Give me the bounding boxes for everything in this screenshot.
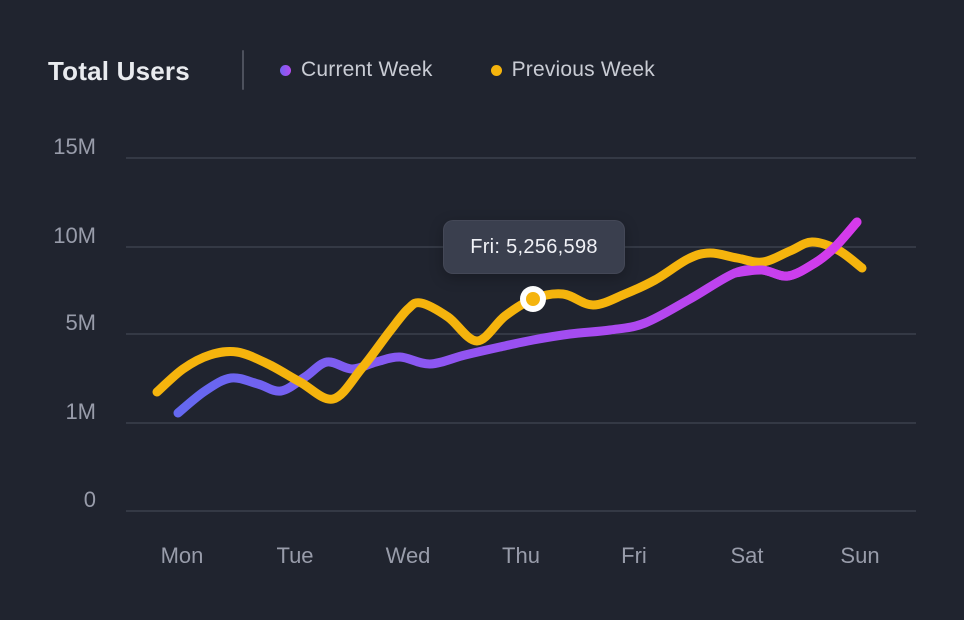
- x-tick-label: Sat: [730, 543, 764, 568]
- x-tick-label: Tue: [276, 543, 314, 568]
- chart-header: Total Users Current Week Previous Week: [0, 0, 964, 110]
- legend-label-previous-week: Previous Week: [511, 58, 655, 81]
- page-title: Total Users: [48, 56, 190, 86]
- legend: Current Week Previous Week: [280, 58, 655, 82]
- x-tick-label: Mon: [160, 543, 204, 568]
- x-tick-label: Fri: [621, 543, 647, 568]
- tooltip: Fri: 5,256,598: [443, 220, 625, 274]
- y-tick-label: 1M: [65, 399, 96, 424]
- y-tick-label: 15M: [53, 134, 96, 159]
- chart-line-previous-week[interactable]: [152, 237, 867, 404]
- highlight-point[interactable]: [526, 292, 540, 306]
- legend-item-previous-week[interactable]: Previous Week: [490, 58, 655, 82]
- y-tick-label: 0: [83, 487, 96, 512]
- legend-dot-previous-icon: [490, 64, 502, 76]
- y-tick-label: 5M: [65, 310, 96, 335]
- x-tick-label: Sun: [840, 543, 880, 568]
- x-tick-label: Thu: [502, 543, 540, 568]
- x-tick-label: Wed: [385, 543, 431, 568]
- header-divider: [242, 50, 244, 90]
- tooltip-text: Fri: 5,256,598: [470, 235, 598, 258]
- y-tick-label: 10M: [53, 223, 96, 248]
- legend-item-current-week[interactable]: Current Week: [280, 58, 433, 82]
- chart-line-current-week-overlay: [730, 217, 862, 281]
- legend-label-current-week: Current Week: [301, 58, 433, 81]
- legend-dot-current-icon: [280, 64, 291, 76]
